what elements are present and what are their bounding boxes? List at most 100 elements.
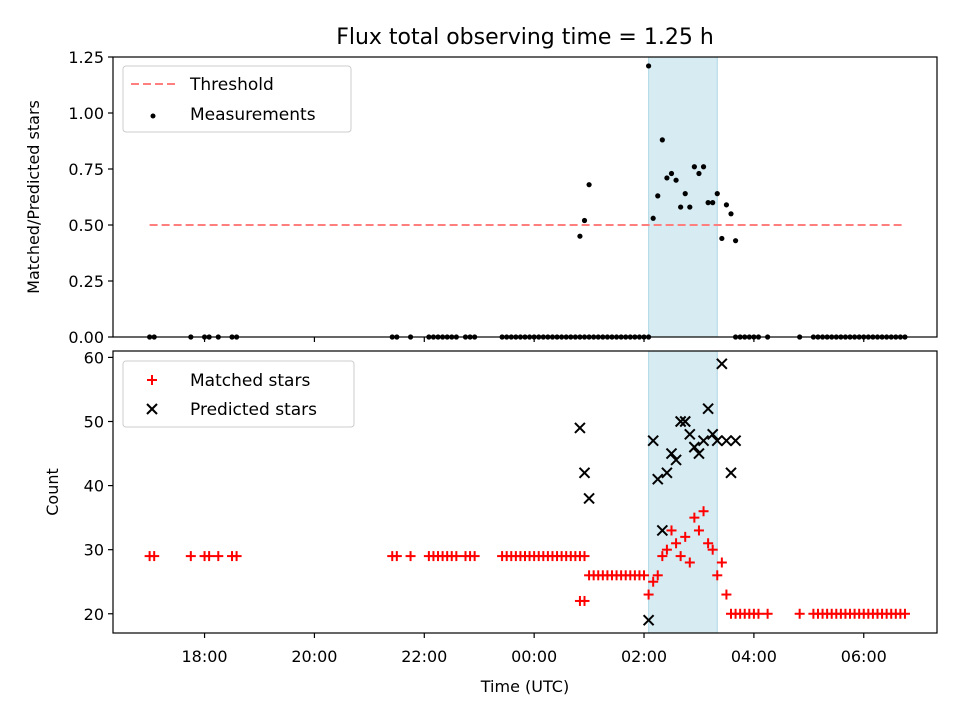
measurement-point <box>659 137 665 143</box>
matched-stars-point <box>684 557 695 568</box>
matched-stars-point <box>391 551 402 562</box>
measurement-point <box>650 215 656 221</box>
predicted-stars-point <box>583 492 595 505</box>
x-axis-label: Time (UTC) <box>480 677 569 696</box>
ratio-y-tick-label: 0.75 <box>68 160 104 179</box>
matched-stars-point <box>794 608 805 619</box>
matched-stars-point <box>657 551 668 562</box>
matched-stars-point <box>643 589 654 600</box>
predicted-stars-point <box>674 415 687 428</box>
ratio-panel: 0.00 0.25 0.50 0.75 1.00 1.25 Matched/Predict… <box>24 48 938 347</box>
predicted-stars-point <box>716 358 728 370</box>
matched-stars-point <box>675 551 686 562</box>
matched-stars-point <box>231 551 242 562</box>
predicted-stars-point <box>578 467 591 479</box>
matched-stars-point <box>698 506 709 517</box>
count-y-tick-label: 50 <box>84 413 104 432</box>
x-tick-label: 22:00 <box>401 647 447 666</box>
matched-stars-point <box>671 538 682 549</box>
measurement-point <box>682 191 688 197</box>
measurement-point <box>687 204 693 210</box>
measurement-point <box>714 191 720 197</box>
ratio-panel-frame <box>112 56 938 338</box>
matched-legend-swatch <box>147 375 157 385</box>
predicted-stars-point <box>652 473 664 485</box>
measurement-point <box>723 202 730 208</box>
predicted-stars-point <box>642 614 655 626</box>
predicted-stars-point <box>706 428 719 441</box>
ratio-legend: Threshold Measurements <box>122 65 352 133</box>
matched-stars-point <box>712 570 723 581</box>
matched-stars-point <box>666 525 677 536</box>
ratio-y-tick-label: 0.50 <box>68 216 104 235</box>
ratio-legend-box <box>122 65 352 133</box>
count-y-tick-label: 20 <box>84 605 104 624</box>
measurement-point <box>678 204 684 210</box>
predicted-stars-point <box>656 524 669 537</box>
measurement-point <box>696 170 702 177</box>
x-tick-label: 00:00 <box>511 647 557 666</box>
count-panel: 20 30 40 50 60 18:00 20:00 22:00 00:00 02:00 04:0… <box>43 348 938 696</box>
matched-stars-point <box>213 551 224 562</box>
measurements-legend-label: Measurements <box>190 105 316 125</box>
measurement-point <box>673 177 679 183</box>
count-y-tick-label: 40 <box>84 477 104 496</box>
measurement-point <box>719 235 725 242</box>
matched-stars-point <box>703 538 714 549</box>
measurement-point <box>710 200 716 206</box>
x-tick-label: 02:00 <box>621 647 667 666</box>
count-y-axis-label: Count <box>43 468 62 516</box>
matched-stars-point <box>185 551 196 562</box>
x-tick-label: 18:00 <box>182 647 228 666</box>
measurement-point <box>732 238 739 244</box>
matched-stars-point <box>689 512 700 523</box>
matched-stars-point <box>753 608 764 619</box>
predicted-stars-point <box>725 467 737 479</box>
matched-stars-point <box>707 544 718 555</box>
measurement-point <box>646 63 652 69</box>
matched-stars-point <box>648 576 659 587</box>
count-observing-window <box>648 350 718 634</box>
matched-stars-point <box>721 589 732 600</box>
matched-stars-point <box>680 531 691 542</box>
x-tick-label: 04:00 <box>731 647 777 666</box>
predicted-stars-point <box>665 447 678 460</box>
matched-stars-point <box>204 551 215 562</box>
count-panel-frame <box>112 350 938 634</box>
measurement-point <box>700 164 707 170</box>
matched-stars-point <box>639 570 650 581</box>
matched-legend-label: Matched stars <box>190 371 310 391</box>
measurement-point <box>664 175 670 181</box>
count-y-tick-label: 30 <box>84 541 104 560</box>
matched-stars-point <box>469 551 480 562</box>
ratio-y-axis-label: Matched/Predicted stars <box>24 100 43 294</box>
count-y-tick-label: 60 <box>84 348 104 367</box>
matched-stars-point <box>899 608 910 619</box>
predicted-stars-point <box>693 447 705 460</box>
measurement-point <box>728 211 734 217</box>
ratio-y-tick-label: 1.00 <box>68 104 104 123</box>
predicted-stars-point <box>574 422 586 434</box>
predicted-legend-swatch <box>146 403 158 415</box>
ratio-y-tick-label: 0.00 <box>68 328 104 347</box>
predicted-stars-point <box>670 454 682 466</box>
matched-stars-point <box>652 570 663 581</box>
measurement-point <box>655 193 661 199</box>
matched-stars-point <box>579 551 590 562</box>
chart-title: Flux total observing time = 1.25 h <box>336 25 714 50</box>
matched-stars-point <box>661 544 672 555</box>
predicted-stars-point <box>729 435 742 447</box>
x-tick-label: 20:00 <box>291 647 337 666</box>
measurement-point <box>581 217 588 224</box>
threshold-legend-label: Threshold <box>189 75 274 95</box>
ratio-y-tick-label: 1.25 <box>68 48 104 67</box>
predicted-legend-label: Predicted stars <box>190 400 317 420</box>
matched-stars-point <box>716 557 727 568</box>
measurement-point <box>577 233 583 239</box>
measurement-point <box>586 182 592 188</box>
predicted-stars-point <box>720 435 733 447</box>
predicted-stars-point <box>711 435 723 447</box>
count-legend-box <box>122 360 355 428</box>
predicted-stars-point <box>688 441 701 453</box>
